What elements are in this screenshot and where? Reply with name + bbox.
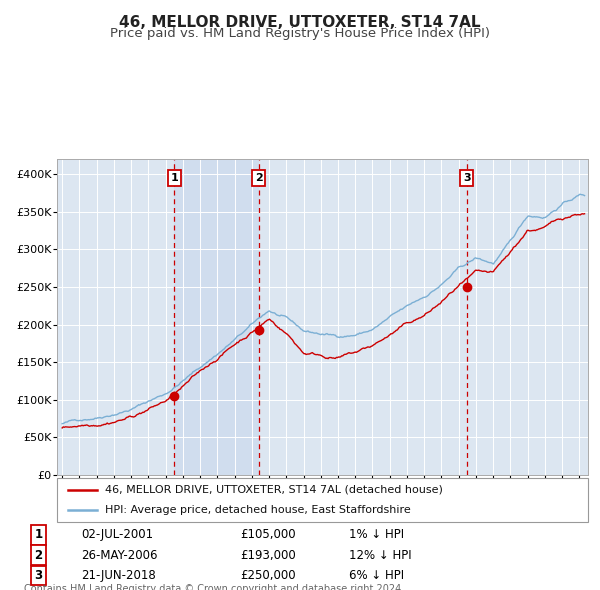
Text: 6% ↓ HPI: 6% ↓ HPI [349,569,404,582]
Text: 46, MELLOR DRIVE, UTTOXETER, ST14 7AL (detached house): 46, MELLOR DRIVE, UTTOXETER, ST14 7AL (d… [105,485,443,495]
Text: £105,000: £105,000 [241,528,296,541]
Text: 1: 1 [34,528,43,541]
Text: 2: 2 [255,173,263,183]
Text: 3: 3 [34,569,43,582]
Bar [174,159,259,475]
Text: 21-JUN-2018: 21-JUN-2018 [81,569,156,582]
Text: 1% ↓ HPI: 1% ↓ HPI [349,528,404,541]
Text: 26-MAY-2006: 26-MAY-2006 [81,549,157,562]
Text: HPI: Average price, detached house, East Staffordshire: HPI: Average price, detached house, East… [105,505,410,515]
Text: 1: 1 [170,173,178,183]
Text: £250,000: £250,000 [241,569,296,582]
Text: 2: 2 [34,549,43,562]
FancyBboxPatch shape [57,478,588,522]
Text: 02-JUL-2001: 02-JUL-2001 [81,528,153,541]
Text: 12% ↓ HPI: 12% ↓ HPI [349,549,412,562]
Text: £193,000: £193,000 [241,549,296,562]
Text: Price paid vs. HM Land Registry's House Price Index (HPI): Price paid vs. HM Land Registry's House … [110,27,490,40]
Text: 46, MELLOR DRIVE, UTTOXETER, ST14 7AL: 46, MELLOR DRIVE, UTTOXETER, ST14 7AL [119,15,481,30]
Text: 3: 3 [463,173,470,183]
Text: Contains HM Land Registry data © Crown copyright and database right 2024.
This d: Contains HM Land Registry data © Crown c… [24,584,404,590]
